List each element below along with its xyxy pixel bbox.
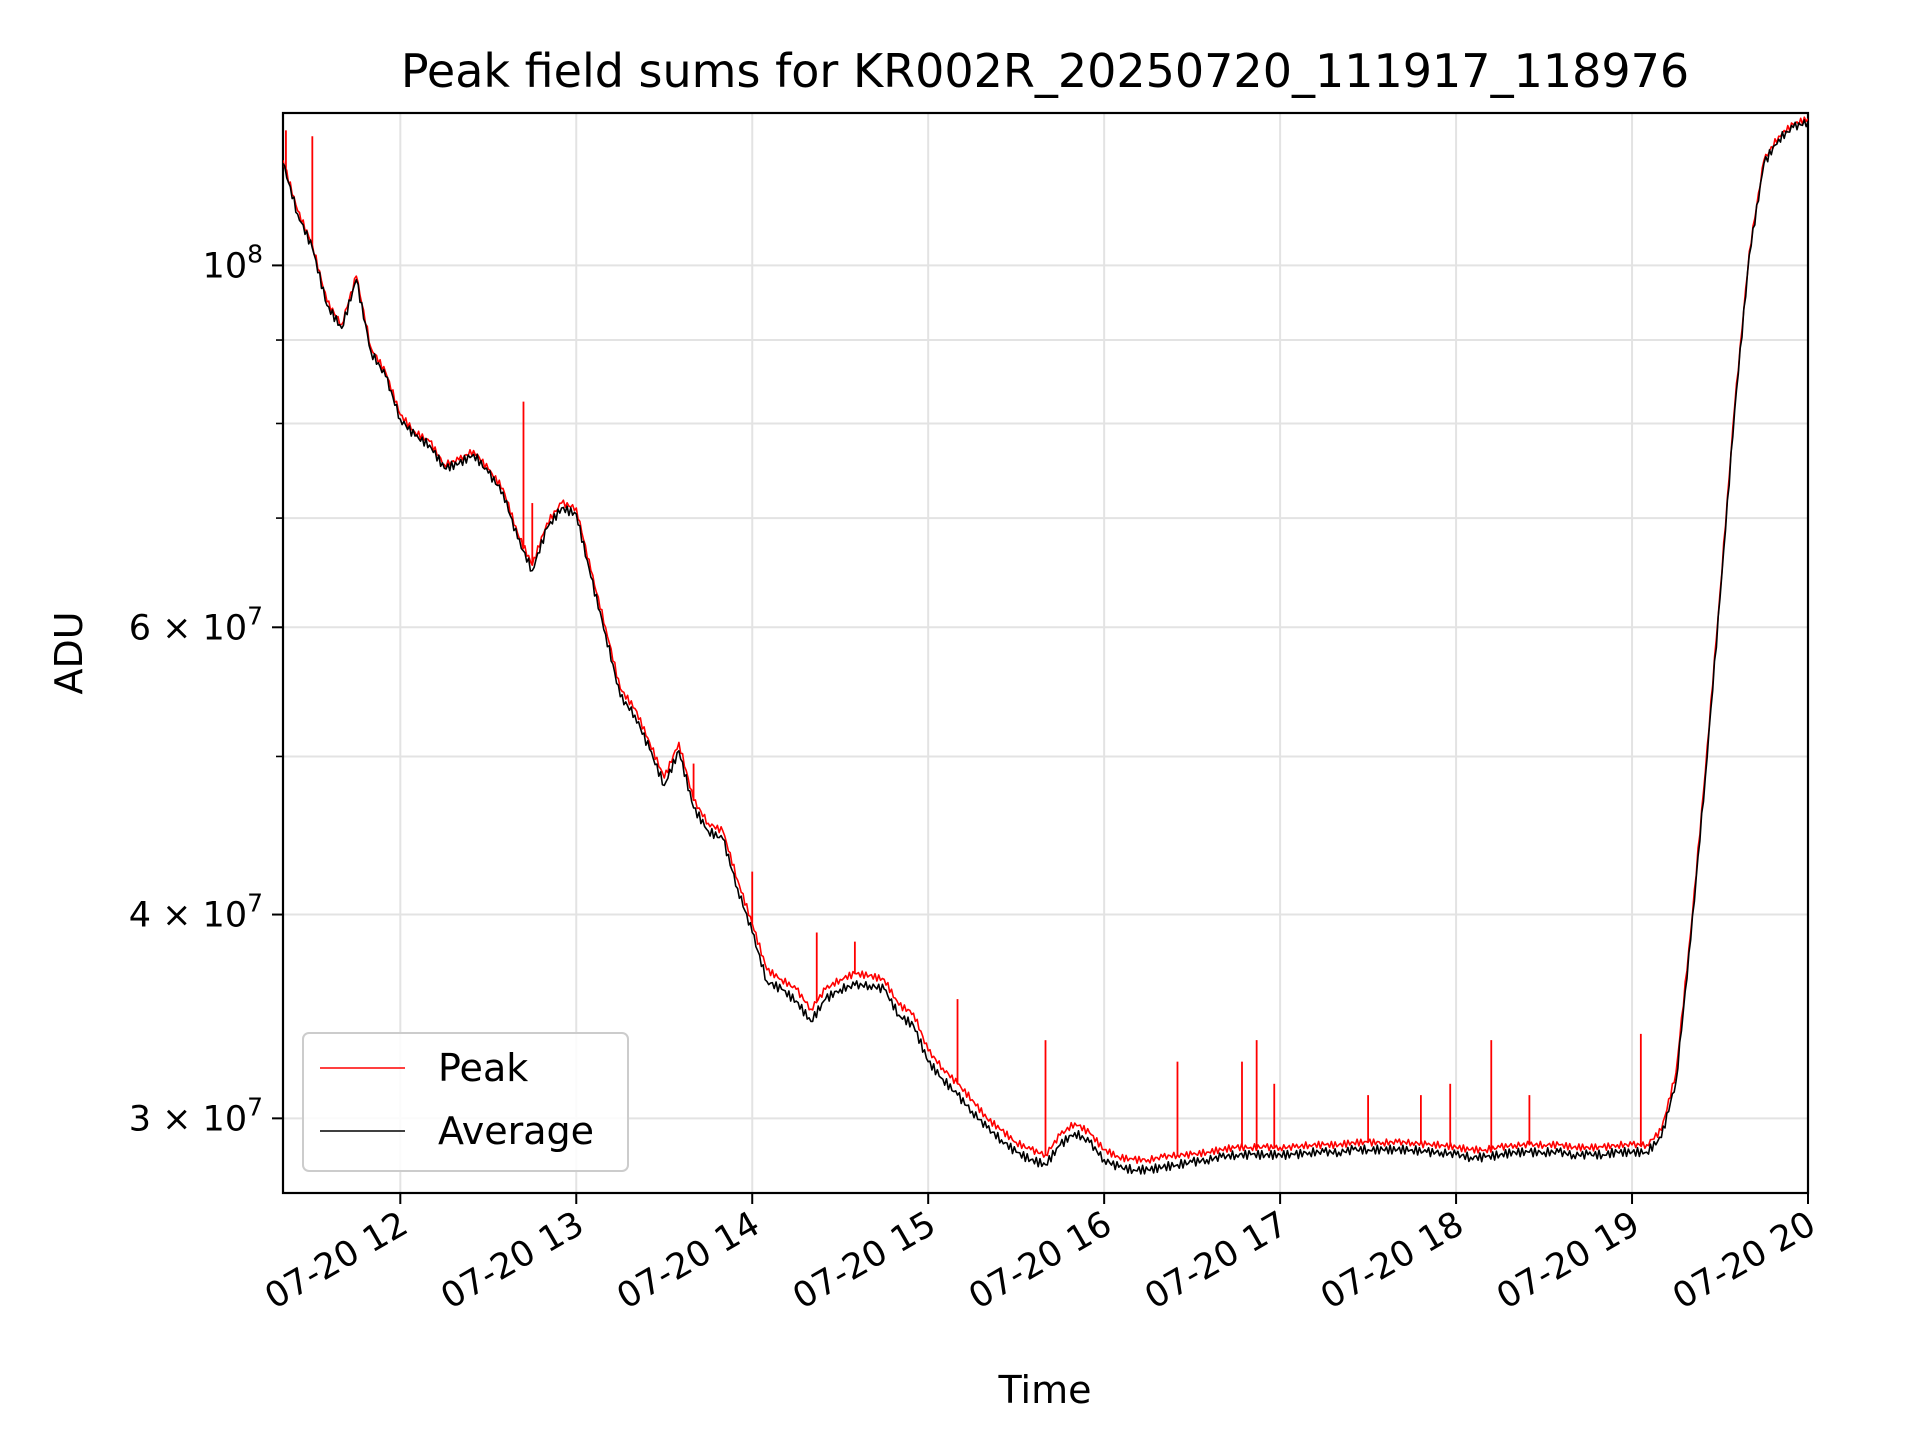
legend-label-peak: Peak (438, 1046, 528, 1090)
series-line-average (283, 119, 1808, 1175)
series-line-peak (283, 116, 1808, 1164)
y-tick-label: 4 × 107 (129, 889, 263, 936)
legend: Peak Average (302, 1032, 629, 1172)
y-tick-label: 3 × 107 (129, 1092, 263, 1139)
chart-title: Peak field sums for KR002R_20250720_1119… (401, 44, 1689, 98)
y-tick-label: 108 (203, 239, 263, 286)
y-tick-label: 6 × 107 (129, 601, 263, 648)
y-axis: 3 × 107 4 × 107 6 × 107 108 (129, 239, 283, 1139)
plot-frame (281, 111, 1810, 1195)
legend-label-average: Average (438, 1109, 594, 1153)
series-layer (283, 116, 1808, 1175)
x-axis-label: Time (998, 1368, 1092, 1412)
y-axis-label: ADU (47, 611, 91, 694)
